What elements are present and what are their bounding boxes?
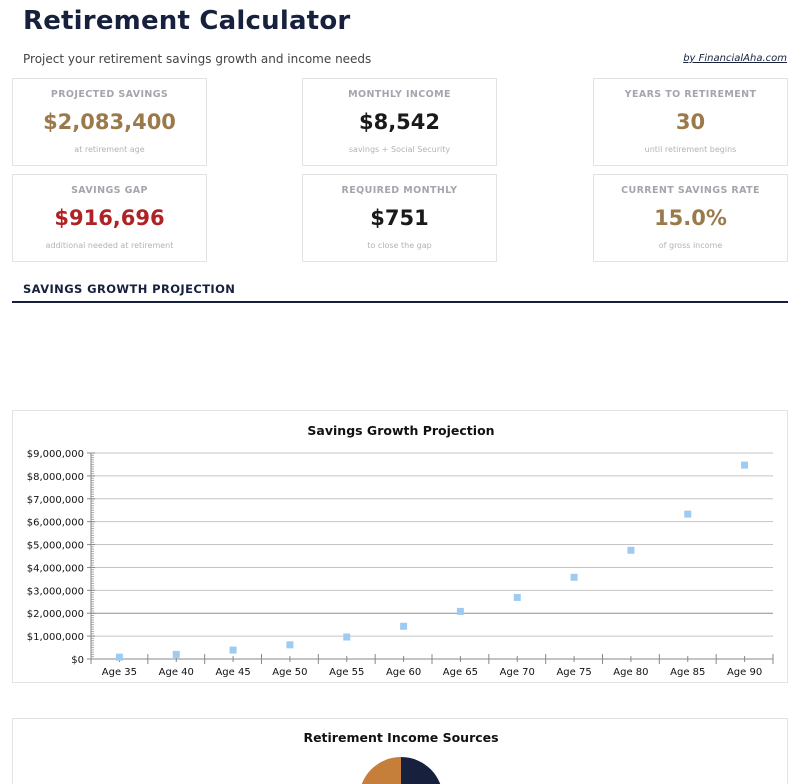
- card-value: 15.0%: [654, 206, 727, 230]
- byline-link[interactable]: by FinancialAha.com: [683, 53, 787, 64]
- x-tick-label: Age 60: [386, 667, 421, 678]
- x-tick-label: Age 75: [556, 667, 591, 678]
- y-tick-label: $5,000,000: [27, 541, 84, 552]
- card-savings-rate: CURRENT SAVINGS RATE 15.0% of gross inco…: [593, 174, 788, 262]
- x-tick-label: Age 35: [102, 667, 137, 678]
- chart-title: Savings Growth Projection: [307, 423, 494, 438]
- chart-title: Retirement Income Sources: [303, 730, 498, 745]
- data-point: [400, 622, 408, 630]
- card-sub: until retirement begins: [644, 145, 737, 154]
- card-required-monthly: REQUIRED MONTHLY $751 to close the gap: [302, 174, 497, 262]
- card-label: SAVINGS GAP: [71, 185, 148, 196]
- card-monthly-income: MONTHLY INCOME $8,542 savings + Social S…: [302, 78, 497, 166]
- card-value: 30: [675, 110, 706, 134]
- y-tick-label: $1,000,000: [27, 632, 84, 643]
- page-subtitle: Project your retirement savings growth a…: [23, 52, 372, 66]
- x-tick-label: Age 85: [670, 667, 705, 678]
- card-projected-savings: PROJECTED SAVINGS $2,083,400 at retireme…: [12, 78, 207, 166]
- y-tick-label: $7,000,000: [27, 495, 84, 506]
- x-tick-label: Age 70: [500, 667, 535, 678]
- y-tick-label: $6,000,000: [27, 518, 84, 529]
- y-tick-label: $9,000,000: [27, 449, 84, 460]
- card-value: $751: [370, 206, 429, 230]
- x-tick-label: Age 90: [727, 667, 762, 678]
- x-tick-label: Age 45: [215, 667, 250, 678]
- card-sub: additional needed at retirement: [45, 241, 174, 250]
- data-point: [456, 607, 464, 615]
- card-sub: of gross income: [658, 241, 723, 250]
- card-label: CURRENT SAVINGS RATE: [621, 185, 760, 196]
- card-sub: at retirement age: [74, 145, 145, 154]
- y-tick-label: $4,000,000: [27, 563, 84, 574]
- data-point: [684, 510, 692, 518]
- y-tick-label: $8,000,000: [27, 472, 84, 483]
- card-savings-gap: SAVINGS GAP $916,696 additional needed a…: [12, 174, 207, 262]
- y-tick-label: $3,000,000: [27, 586, 84, 597]
- x-tick-label: Age 40: [159, 667, 194, 678]
- pie-slice: [401, 757, 441, 784]
- income-sources-chart: Retirement Income Sources: [12, 718, 788, 784]
- data-point: [115, 653, 123, 661]
- section-divider: [12, 301, 788, 303]
- x-tick-label: Age 80: [613, 667, 648, 678]
- data-point: [343, 633, 351, 641]
- x-tick-label: Age 55: [329, 667, 364, 678]
- card-label: REQUIRED MONTHLY: [341, 185, 458, 196]
- card-sub: savings + Social Security: [348, 145, 451, 154]
- y-tick-label: $0: [71, 655, 84, 666]
- section-title: SAVINGS GROWTH PROJECTION: [23, 282, 236, 296]
- card-years-to-retirement: YEARS TO RETIREMENT 30 until retirement …: [593, 78, 788, 166]
- savings-growth-chart: Savings Growth Projection $0 $1,000,000 $2…: [12, 410, 788, 683]
- x-tick-label: Age 50: [272, 667, 307, 678]
- scatter-plot: Savings Growth Projection $0 $1,000,000 $2…: [27, 423, 774, 678]
- pie-chart: Retirement Income Sources: [303, 730, 499, 784]
- data-point: [741, 461, 749, 469]
- data-point: [286, 641, 294, 649]
- card-value: $2,083,400: [43, 110, 176, 134]
- card-sub: to close the gap: [367, 241, 432, 250]
- data-point: [229, 646, 237, 654]
- card-value: $8,542: [358, 110, 441, 134]
- card-label: YEARS TO RETIREMENT: [624, 89, 757, 100]
- pie-slice: [361, 757, 401, 784]
- card-label: PROJECTED SAVINGS: [50, 89, 169, 100]
- data-point: [513, 593, 521, 601]
- page-title: Retirement Calculator: [23, 6, 351, 36]
- x-tick-label: Age 65: [443, 667, 478, 678]
- card-label: MONTHLY INCOME: [348, 89, 451, 100]
- y-tick-label: $2,000,000: [27, 609, 84, 620]
- data-point: [627, 546, 635, 554]
- data-point: [570, 573, 578, 581]
- card-value: $916,696: [54, 206, 165, 230]
- data-point: [172, 650, 180, 658]
